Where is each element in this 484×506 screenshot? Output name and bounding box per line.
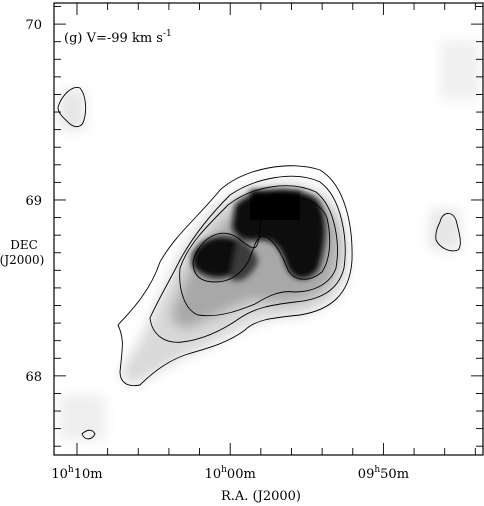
y-tick-labels: 70 69 68 — [25, 18, 42, 385]
y-tick-label: 68 — [25, 370, 42, 385]
y-tick-label: 70 — [25, 18, 42, 33]
y-axis-title-line1: DEC — [10, 238, 38, 252]
contour-level-2 — [149, 175, 346, 343]
y-tick-label: 69 — [25, 194, 42, 209]
x-tick-label: 10h10m — [51, 465, 102, 482]
emission-image — [60, 40, 480, 440]
panel-label: (g) V=-99 km s-1 — [64, 29, 172, 46]
x-tick-label: 09h50m — [358, 465, 409, 482]
x-tick-labels: 10h10m 10h00m 09h50m — [51, 465, 409, 482]
contour-island-east — [435, 213, 461, 252]
contour-level-3 — [179, 185, 338, 317]
x-tick-label: 10h00m — [205, 465, 256, 482]
contours — [57, 87, 461, 440]
y-axis-title-line2: (J2000) — [0, 253, 44, 267]
axis-ticks — [54, 3, 483, 455]
contour-island-southwest — [81, 429, 96, 440]
contour-level-1 — [117, 165, 353, 387]
plot-frame — [53, 2, 484, 456]
x-axis-title: R.A. (J2000) — [221, 489, 301, 504]
contour-island-northwest — [57, 87, 87, 128]
contour-level-4a — [192, 196, 331, 283]
